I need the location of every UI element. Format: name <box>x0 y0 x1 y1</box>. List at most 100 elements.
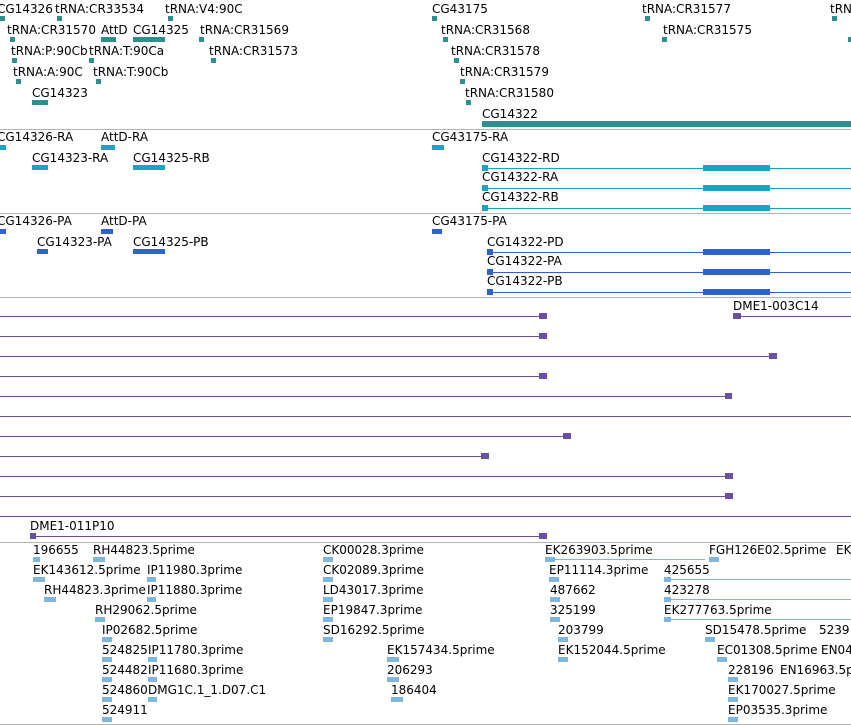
feature-label[interactable]: 524825 <box>102 643 148 657</box>
gene-glyph[interactable] <box>466 100 471 105</box>
est-glyph[interactable] <box>728 697 738 702</box>
est-glyph[interactable] <box>728 677 738 682</box>
gene-glyph[interactable] <box>89 58 94 63</box>
clone-end[interactable] <box>481 453 489 459</box>
est-glyph[interactable] <box>147 597 156 602</box>
gene-glyph[interactable] <box>12 58 17 63</box>
gene-glyph[interactable] <box>133 37 165 42</box>
gene-glyph[interactable] <box>16 79 21 84</box>
gene-glyph[interactable] <box>645 16 650 21</box>
est-line[interactable] <box>664 619 851 620</box>
feature-label[interactable]: CG14322-PA <box>487 254 562 268</box>
protein-line[interactable] <box>487 252 851 253</box>
protein-exon[interactable] <box>703 289 770 295</box>
transcript-line[interactable] <box>482 208 851 209</box>
clone-line[interactable] <box>0 516 851 517</box>
feature-label[interactable]: 196655 <box>33 543 79 557</box>
feature-label[interactable]: CG43175-RA <box>432 130 509 144</box>
clone-line[interactable] <box>0 456 482 457</box>
est-glyph[interactable] <box>728 717 738 722</box>
clone-line[interactable] <box>0 336 540 337</box>
feature-label[interactable]: 5239 <box>819 623 850 637</box>
clone-line[interactable] <box>0 396 726 397</box>
feature-label[interactable]: tRNA:CR31578 <box>451 44 540 58</box>
feature-label[interactable]: CG14323 <box>32 86 88 100</box>
gene-glyph[interactable] <box>443 37 448 42</box>
transcript-exon[interactable] <box>703 205 770 211</box>
est-line[interactable] <box>664 599 851 600</box>
est-glyph[interactable] <box>550 617 560 622</box>
protein-line[interactable] <box>487 272 851 273</box>
feature-label[interactable]: tRNA:A:90C <box>13 65 83 79</box>
clone-end[interactable] <box>725 493 733 499</box>
gene-glyph[interactable] <box>848 37 851 42</box>
protein-glyph[interactable] <box>487 269 493 275</box>
est-glyph[interactable] <box>102 657 112 662</box>
clone-line[interactable] <box>0 316 540 317</box>
feature-label[interactable]: FGH126E02.5prime <box>709 543 827 557</box>
feature-label[interactable]: tRNA:CR31579 <box>460 65 549 79</box>
feature-label[interactable]: CG43175-PA <box>432 214 507 228</box>
feature-label[interactable]: IP11780.3prime <box>148 643 244 657</box>
protein-glyph[interactable] <box>133 249 165 254</box>
feature-label[interactable]: EK157434.5prime <box>387 643 495 657</box>
feature-label[interactable]: EK170027.5prime <box>728 683 836 697</box>
feature-label[interactable]: CG14323-RA <box>32 151 109 165</box>
feature-label[interactable]: EK152044.5prime <box>558 643 666 657</box>
transcript-glyph[interactable] <box>432 145 444 150</box>
est-glyph[interactable] <box>148 697 157 702</box>
transcript-glyph[interactable] <box>482 165 488 171</box>
feature-label[interactable]: DME1-003C14 <box>733 299 819 313</box>
protein-glyph[interactable] <box>487 249 493 255</box>
feature-label[interactable]: tRNA:CR31570 <box>7 23 96 37</box>
feature-label[interactable]: tRNA:CR33534 <box>55 2 144 16</box>
feature-label[interactable]: DMG1C.1_1.D07.C1 <box>148 683 267 697</box>
feature-label[interactable]: CG14326 <box>0 2 53 16</box>
gene-glyph[interactable] <box>57 16 62 21</box>
feature-label[interactable]: 524860 <box>102 683 148 697</box>
feature-label[interactable]: AttD <box>101 23 128 37</box>
feature-label[interactable]: 423278 <box>664 583 710 597</box>
est-glyph[interactable] <box>102 637 112 642</box>
feature-label[interactable]: 524482 <box>102 663 148 677</box>
gene-glyph[interactable] <box>199 37 204 42</box>
est-glyph[interactable] <box>387 677 399 682</box>
clone-end[interactable] <box>539 333 547 339</box>
clone-end[interactable] <box>539 313 547 319</box>
feature-label[interactable]: 203799 <box>558 623 604 637</box>
gene-glyph[interactable] <box>454 58 459 63</box>
clone-line[interactable] <box>0 496 726 497</box>
transcript-glyph[interactable] <box>133 165 165 170</box>
feature-label[interactable]: AttD-PA <box>101 214 147 228</box>
est-glyph[interactable] <box>102 717 112 722</box>
est-glyph[interactable] <box>391 697 403 702</box>
feature-label[interactable]: 425655 <box>664 563 710 577</box>
feature-label[interactable]: CG14322-PD <box>487 235 564 249</box>
feature-label[interactable]: IP11880.3prime <box>147 583 243 597</box>
feature-label[interactable]: EK <box>836 543 851 557</box>
gene-glyph[interactable] <box>10 37 15 42</box>
clone-line[interactable] <box>0 416 851 417</box>
transcript-line[interactable] <box>482 168 851 169</box>
feature-label[interactable]: SD16292.5prime <box>323 623 425 637</box>
protein-glyph[interactable] <box>487 289 493 295</box>
clone-end[interactable] <box>733 313 741 319</box>
feature-label[interactable]: CK00028.3prime <box>323 543 424 557</box>
est-glyph[interactable] <box>664 617 671 622</box>
feature-label[interactable]: CG14325-PB <box>133 235 209 249</box>
protein-exon[interactable] <box>703 249 770 255</box>
est-line[interactable] <box>664 579 851 580</box>
feature-label[interactable]: 487662 <box>550 583 596 597</box>
est-glyph[interactable] <box>323 577 333 582</box>
feature-label[interactable]: CG14323-PA <box>37 235 112 249</box>
est-glyph[interactable] <box>323 597 333 602</box>
feature-label[interactable]: CG14322-RA <box>482 170 559 184</box>
protein-glyph[interactable] <box>101 229 113 234</box>
feature-label[interactable]: IP11680.3prime <box>148 663 244 677</box>
clone-end[interactable] <box>725 393 732 399</box>
feature-label[interactable]: RH44823.3prime <box>44 583 146 597</box>
feature-label[interactable]: IP02682.5prime <box>102 623 198 637</box>
feature-label[interactable]: tRNA:T:90Cb <box>93 65 169 79</box>
feature-label[interactable]: tRNA:CR31575 <box>663 23 752 37</box>
est-glyph[interactable] <box>323 617 333 622</box>
